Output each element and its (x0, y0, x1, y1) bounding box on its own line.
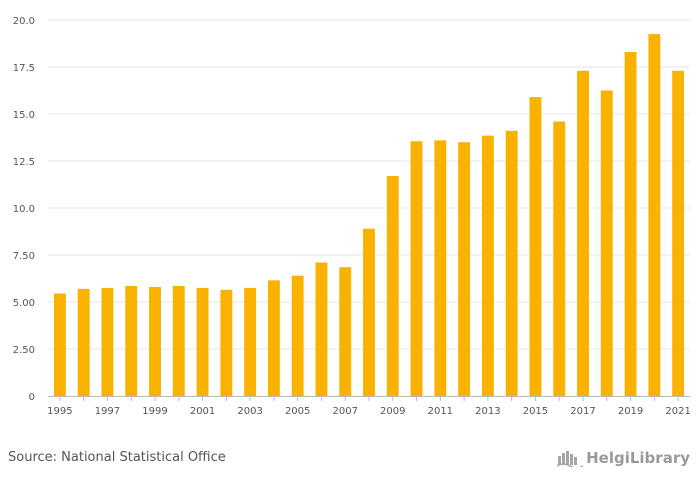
y-tick-label: 15.0 (13, 110, 35, 121)
bar-2019 (624, 51, 637, 397)
bar-2015 (529, 97, 542, 396)
bar-2007 (339, 267, 352, 396)
y-tick-label: 5.00 (13, 298, 35, 309)
y-tick-label: 12.5 (13, 157, 35, 168)
x-tick-label: 2007 (332, 406, 357, 417)
bar-2001 (196, 287, 209, 396)
bar-2016 (553, 121, 566, 397)
x-tick-label: 2013 (475, 406, 500, 417)
bar-2013 (481, 135, 494, 396)
brand-name: HelgiLibrary (586, 449, 690, 467)
bar-2010 (410, 141, 423, 396)
bar-1998 (125, 286, 138, 396)
bar-2017 (577, 70, 589, 396)
bar-2021 (672, 70, 685, 396)
bar-2004 (267, 280, 280, 396)
y-tick-label: 0 (29, 392, 35, 403)
x-tick-label: 2021 (665, 406, 690, 417)
bar-2018 (600, 90, 613, 396)
x-tick-label: 2017 (570, 406, 595, 417)
bar-2008 (363, 228, 375, 396)
helgi-logo-icon (557, 451, 584, 467)
x-tick-label: 2015 (523, 406, 548, 417)
bar-1999 (149, 286, 161, 396)
bar-2003 (244, 287, 257, 396)
bar-1997 (101, 287, 114, 396)
bar-2020 (648, 34, 661, 396)
brand-logo: HelgiLibrary (557, 449, 690, 467)
x-tick-label: 2005 (285, 406, 310, 417)
x-tick-label: 2001 (190, 406, 215, 417)
bar-2006 (315, 262, 328, 396)
x-tick-label: 2009 (380, 406, 405, 417)
x-tick-label: 1997 (95, 406, 120, 417)
x-tick-label: 2011 (428, 406, 453, 417)
x-tick-label: 1995 (47, 406, 72, 417)
y-tick-label: 10.0 (13, 204, 35, 215)
bar-2005 (291, 275, 304, 396)
x-tick-label: 2003 (237, 406, 262, 417)
y-tick-label: 7.50 (13, 251, 35, 262)
y-tick-label: 20.0 (13, 16, 35, 27)
bar-2011 (434, 140, 447, 396)
bar-2014 (505, 130, 518, 397)
y-tick-label: 2.50 (13, 345, 35, 356)
x-tick-label: 2019 (618, 406, 643, 417)
bar-chart: 0 2.50 5.00 7.50 10.0 12.5 15.0 17.5 20.0 1995 199… (13, 16, 691, 417)
bar-2000 (172, 286, 185, 396)
bar-1996 (77, 288, 90, 396)
source-note: Source: National Statistical Office (8, 450, 226, 465)
bar-2012 (458, 142, 471, 396)
y-tick-label: 17.5 (13, 63, 35, 74)
bar-1995 (53, 293, 66, 396)
bar-2002 (220, 289, 233, 396)
bar-2009 (386, 176, 399, 396)
x-tick-label: 1999 (142, 406, 167, 417)
